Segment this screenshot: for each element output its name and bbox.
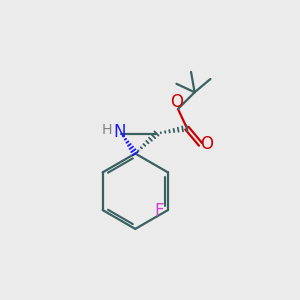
Text: H: H xyxy=(101,123,112,137)
Text: O: O xyxy=(170,94,183,112)
Text: O: O xyxy=(200,135,214,153)
Text: F: F xyxy=(154,202,164,220)
Text: N: N xyxy=(113,123,125,141)
